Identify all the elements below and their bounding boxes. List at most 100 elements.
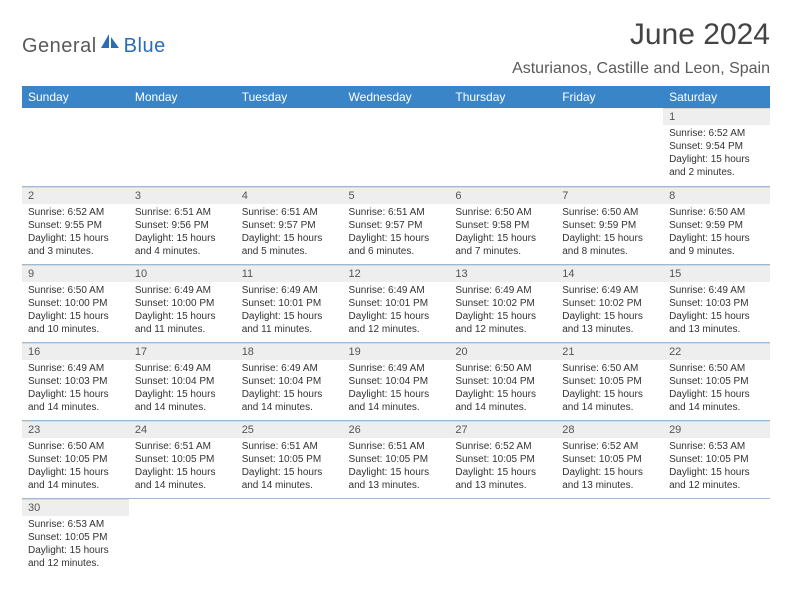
- daylight-text: Daylight: 15 hours and 7 minutes.: [455, 232, 550, 258]
- day-number: 14: [556, 265, 663, 282]
- day-number: 5: [343, 187, 450, 204]
- day-detail: Sunrise: 6:51 AMSunset: 9:57 PMDaylight:…: [343, 204, 450, 262]
- calendar-week-row: 2Sunrise: 6:52 AMSunset: 9:55 PMDaylight…: [22, 186, 770, 264]
- day-detail: Sunrise: 6:51 AMSunset: 9:56 PMDaylight:…: [129, 204, 236, 262]
- sunrise-text: Sunrise: 6:50 AM: [669, 362, 764, 375]
- calendar-week-row: ......1Sunrise: 6:52 AMSunset: 9:54 PMDa…: [22, 108, 770, 186]
- day-detail: Sunrise: 6:50 AMSunset: 9:59 PMDaylight:…: [556, 204, 663, 262]
- weekday-header: Thursday: [449, 86, 556, 108]
- sunset-text: Sunset: 10:05 PM: [242, 453, 337, 466]
- day-detail: Sunrise: 6:49 AMSunset: 10:00 PMDaylight…: [129, 282, 236, 340]
- calendar-week-row: 16Sunrise: 6:49 AMSunset: 10:03 PMDaylig…: [22, 342, 770, 420]
- day-detail: Sunrise: 6:51 AMSunset: 10:05 PMDaylight…: [236, 438, 343, 496]
- daylight-text: Daylight: 15 hours and 14 minutes.: [455, 388, 550, 414]
- day-detail: Sunrise: 6:49 AMSunset: 10:04 PMDaylight…: [129, 360, 236, 418]
- daylight-text: Daylight: 15 hours and 3 minutes.: [28, 232, 123, 258]
- calendar-week-row: 30Sunrise: 6:53 AMSunset: 10:05 PMDaylig…: [22, 498, 770, 576]
- calendar-day-cell: .: [343, 498, 450, 576]
- day-number: 30: [22, 499, 129, 516]
- calendar-day-cell: 14Sunrise: 6:49 AMSunset: 10:02 PMDaylig…: [556, 264, 663, 342]
- sunrise-text: Sunrise: 6:50 AM: [28, 284, 123, 297]
- calendar-day-cell: 1Sunrise: 6:52 AMSunset: 9:54 PMDaylight…: [663, 108, 770, 186]
- daylight-text: Daylight: 15 hours and 13 minutes.: [562, 310, 657, 336]
- sunset-text: Sunset: 10:05 PM: [455, 453, 550, 466]
- day-number: 26: [343, 421, 450, 438]
- day-number: 4: [236, 187, 343, 204]
- sunset-text: Sunset: 10:05 PM: [562, 453, 657, 466]
- daylight-text: Daylight: 15 hours and 6 minutes.: [349, 232, 444, 258]
- calendar-day-cell: .: [663, 498, 770, 576]
- calendar-day-cell: 23Sunrise: 6:50 AMSunset: 10:05 PMDaylig…: [22, 420, 129, 498]
- sunset-text: Sunset: 9:55 PM: [28, 219, 123, 232]
- day-number: 2: [22, 187, 129, 204]
- calendar-day-cell: 20Sunrise: 6:50 AMSunset: 10:04 PMDaylig…: [449, 342, 556, 420]
- calendar-day-cell: 10Sunrise: 6:49 AMSunset: 10:00 PMDaylig…: [129, 264, 236, 342]
- day-detail: Sunrise: 6:50 AMSunset: 10:05 PMDaylight…: [663, 360, 770, 418]
- day-detail: Sunrise: 6:50 AMSunset: 9:59 PMDaylight:…: [663, 204, 770, 262]
- daylight-text: Daylight: 15 hours and 13 minutes.: [349, 466, 444, 492]
- calendar-day-cell: 24Sunrise: 6:51 AMSunset: 10:05 PMDaylig…: [129, 420, 236, 498]
- daylight-text: Daylight: 15 hours and 8 minutes.: [562, 232, 657, 258]
- title-block: June 2024 Asturianos, Castille and Leon,…: [512, 18, 770, 78]
- daylight-text: Daylight: 15 hours and 14 minutes.: [242, 388, 337, 414]
- day-number: 15: [663, 265, 770, 282]
- day-detail: Sunrise: 6:53 AMSunset: 10:05 PMDaylight…: [22, 516, 129, 574]
- sunrise-text: Sunrise: 6:51 AM: [242, 440, 337, 453]
- weekday-header: Wednesday: [343, 86, 450, 108]
- day-number: 19: [343, 343, 450, 360]
- sunrise-text: Sunrise: 6:51 AM: [349, 440, 444, 453]
- sunrise-text: Sunrise: 6:50 AM: [562, 362, 657, 375]
- daylight-text: Daylight: 15 hours and 13 minutes.: [669, 310, 764, 336]
- sunrise-text: Sunrise: 6:49 AM: [669, 284, 764, 297]
- sunrise-text: Sunrise: 6:50 AM: [455, 362, 550, 375]
- calendar-day-cell: .: [129, 498, 236, 576]
- sunrise-text: Sunrise: 6:49 AM: [349, 284, 444, 297]
- weekday-header: Tuesday: [236, 86, 343, 108]
- day-number: 12: [343, 265, 450, 282]
- weekday-header: Monday: [129, 86, 236, 108]
- daylight-text: Daylight: 15 hours and 11 minutes.: [242, 310, 337, 336]
- day-number: 29: [663, 421, 770, 438]
- sunset-text: Sunset: 9:59 PM: [669, 219, 764, 232]
- day-number: 7: [556, 187, 663, 204]
- daylight-text: Daylight: 15 hours and 14 minutes.: [349, 388, 444, 414]
- sunrise-text: Sunrise: 6:51 AM: [242, 206, 337, 219]
- day-number: 13: [449, 265, 556, 282]
- day-number: 3: [129, 187, 236, 204]
- calendar-day-cell: 30Sunrise: 6:53 AMSunset: 10:05 PMDaylig…: [22, 498, 129, 576]
- daylight-text: Daylight: 15 hours and 12 minutes.: [349, 310, 444, 336]
- daylight-text: Daylight: 15 hours and 14 minutes.: [562, 388, 657, 414]
- page-title: June 2024: [512, 18, 770, 52]
- sunset-text: Sunset: 10:05 PM: [135, 453, 230, 466]
- day-detail: Sunrise: 6:52 AMSunset: 10:05 PMDaylight…: [449, 438, 556, 496]
- day-detail: Sunrise: 6:49 AMSunset: 10:02 PMDaylight…: [449, 282, 556, 340]
- day-detail: Sunrise: 6:51 AMSunset: 10:05 PMDaylight…: [129, 438, 236, 496]
- sunset-text: Sunset: 10:04 PM: [135, 375, 230, 388]
- day-number: 25: [236, 421, 343, 438]
- daylight-text: Daylight: 15 hours and 14 minutes.: [669, 388, 764, 414]
- day-detail: Sunrise: 6:52 AMSunset: 10:05 PMDaylight…: [556, 438, 663, 496]
- sunset-text: Sunset: 10:05 PM: [28, 531, 123, 544]
- sunset-text: Sunset: 10:01 PM: [242, 297, 337, 310]
- day-number: 21: [556, 343, 663, 360]
- weekday-header: Sunday: [22, 86, 129, 108]
- day-detail: Sunrise: 6:53 AMSunset: 10:05 PMDaylight…: [663, 438, 770, 496]
- sunrise-text: Sunrise: 6:51 AM: [349, 206, 444, 219]
- calendar-day-cell: 22Sunrise: 6:50 AMSunset: 10:05 PMDaylig…: [663, 342, 770, 420]
- sunrise-text: Sunrise: 6:52 AM: [455, 440, 550, 453]
- day-detail: Sunrise: 6:51 AMSunset: 9:57 PMDaylight:…: [236, 204, 343, 262]
- day-number: 23: [22, 421, 129, 438]
- calendar-day-cell: .: [236, 108, 343, 186]
- calendar-day-cell: 13Sunrise: 6:49 AMSunset: 10:02 PMDaylig…: [449, 264, 556, 342]
- day-detail: Sunrise: 6:50 AMSunset: 9:58 PMDaylight:…: [449, 204, 556, 262]
- sunrise-text: Sunrise: 6:50 AM: [562, 206, 657, 219]
- day-number: 10: [129, 265, 236, 282]
- calendar-day-cell: .: [449, 108, 556, 186]
- sunrise-text: Sunrise: 6:49 AM: [242, 362, 337, 375]
- sunset-text: Sunset: 10:02 PM: [562, 297, 657, 310]
- sunset-text: Sunset: 9:56 PM: [135, 219, 230, 232]
- calendar-table: Sunday Monday Tuesday Wednesday Thursday…: [22, 86, 770, 576]
- day-detail: Sunrise: 6:49 AMSunset: 10:04 PMDaylight…: [343, 360, 450, 418]
- sunset-text: Sunset: 10:04 PM: [349, 375, 444, 388]
- calendar-day-cell: 7Sunrise: 6:50 AMSunset: 9:59 PMDaylight…: [556, 186, 663, 264]
